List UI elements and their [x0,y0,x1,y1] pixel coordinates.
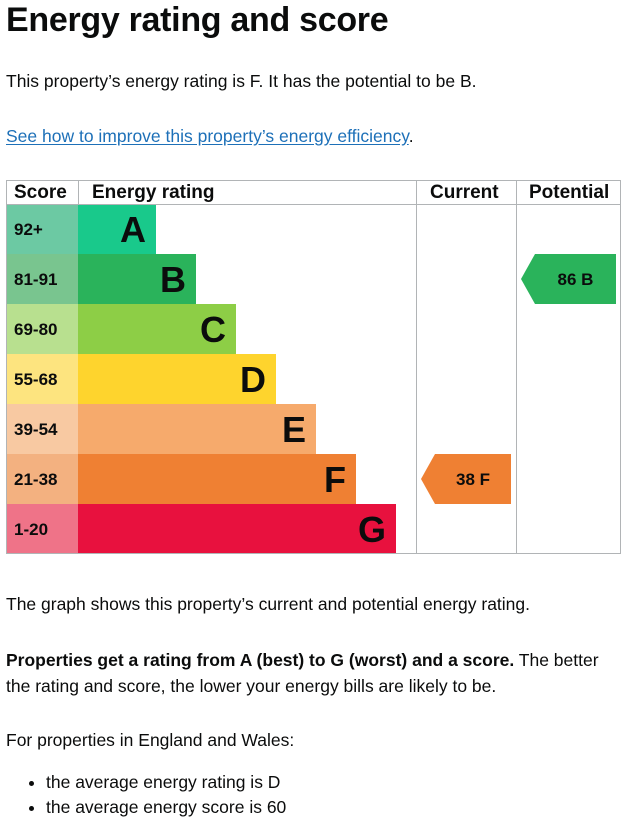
potential-rating-label: 86 B [558,270,594,289]
energy-rating-chart-svg: Score Energy rating Current Potential 92+ A 81… [6,180,621,554]
rating-intro: This property’s energy rating is F. It h… [6,71,477,91]
rating-bar-g [78,504,396,554]
score-cell [6,204,78,254]
score-cell [6,454,78,504]
header-energy-rating: Energy rating [92,182,214,203]
rating-bar-a [78,204,156,254]
ratings-explanation-rest: The better the rating and score, the low… [6,650,599,696]
rating-bar-d [78,354,276,404]
rating-bar-e [78,404,316,454]
energy-rating-chart: Score Energy rating Current Potential 92+ A 81… [6,180,621,554]
page-title: Energy rating and score [6,1,389,39]
list-item-average-score: the average energy score is 60 [46,795,286,820]
potential-rating-arrow [521,254,616,304]
score-label: 69-80 [14,320,57,339]
score-label: 21-38 [14,470,57,489]
averages-list: the average energy rating is D the avera… [6,770,286,820]
england-wales-intro: For properties in England and Wales: [6,730,295,750]
rating-bar-b [78,254,196,304]
current-rating-arrow [421,454,511,504]
score-label: 1-20 [14,520,48,539]
rating-letter: C [200,309,226,350]
list-item-average-rating: the average energy rating is D [46,770,286,795]
chart-border [6,180,621,554]
ratings-explanation: Properties get a rating from A (best) to… [6,647,616,699]
score-cell [6,254,78,304]
rating-letter: E [282,409,306,450]
ratings-explanation-bold: Properties get a rating from A (best) to… [6,650,515,670]
rating-letter: B [160,259,186,300]
rating-letter: A [120,209,146,250]
score-label: 39-54 [14,420,58,439]
score-label: 92+ [14,220,43,239]
score-cell [6,404,78,454]
improve-efficiency-link[interactable]: See how to improve this property’s energ… [6,126,409,146]
rating-bar-c [78,304,236,354]
chart-caption: The graph shows this property’s current … [6,594,531,614]
rating-bar-f [78,454,356,504]
link-suffix: . [408,126,414,146]
rating-letter: F [324,459,346,500]
score-cell [6,354,78,404]
rating-letter: D [240,359,266,400]
header-score: Score [14,182,67,203]
score-label: 81-91 [14,270,57,289]
improve-link-paragraph: See how to improve this property’s energ… [6,123,414,149]
rating-letter: G [358,509,386,550]
header-potential: Potential [529,182,609,203]
score-cell [6,504,78,554]
score-cell [6,304,78,354]
score-label: 55-68 [14,370,57,389]
current-rating-label: 38 F [456,470,490,489]
header-current: Current [430,182,499,203]
